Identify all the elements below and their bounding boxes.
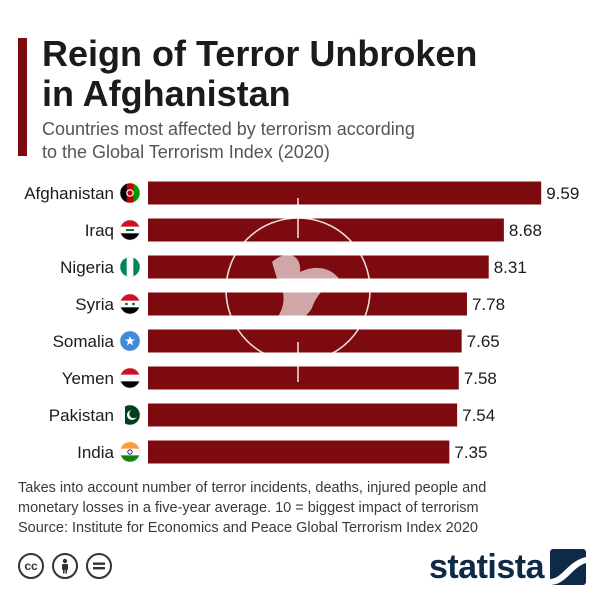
license-icons: cc — [18, 553, 112, 579]
no-derivatives-icon[interactable] — [86, 553, 112, 579]
bar — [148, 403, 458, 427]
title-accent-bar — [18, 38, 27, 156]
dove-crosshair-icon — [206, 198, 390, 382]
iraq-flag-icon — [119, 219, 141, 241]
footnote-line-1: Takes into account number of terror inci… — [18, 480, 487, 496]
value-label: 7.35 — [454, 443, 487, 462]
category-label: Syria — [75, 295, 114, 314]
subtitle-line-1: Countries most affected by terrorism acc… — [42, 119, 415, 139]
value-label: 8.68 — [509, 221, 542, 240]
yemen-flag-icon — [119, 367, 141, 389]
bar — [148, 218, 504, 242]
bar — [148, 329, 462, 353]
statista-logo[interactable]: statista — [429, 547, 586, 587]
nigeria-flag-icon — [119, 256, 141, 278]
somalia-flag-icon — [119, 330, 141, 352]
brand-name: statista — [428, 548, 545, 586]
category-label: Nigeria — [60, 258, 114, 277]
footnote: Takes into account number of terror inci… — [18, 478, 588, 538]
value-label: 7.78 — [472, 295, 505, 314]
category-label: Afghanistan — [24, 184, 114, 203]
value-label: 8.31 — [494, 258, 527, 277]
category-label: India — [77, 443, 114, 462]
cc-icon[interactable]: cc — [18, 553, 44, 579]
value-label: 7.65 — [467, 332, 500, 351]
source-text: Source: Institute for Economics and Peac… — [18, 520, 478, 536]
statista-mark-icon — [550, 549, 586, 585]
value-label: 7.58 — [464, 369, 497, 388]
category-label: Pakistan — [49, 406, 114, 425]
category-label: Somalia — [53, 332, 115, 351]
syria-flag-icon — [119, 293, 141, 315]
subtitle-line-2: to the Global Terrorism Index (2020) — [42, 142, 330, 162]
bar — [148, 181, 542, 205]
value-label: 7.54 — [462, 406, 495, 425]
bar — [148, 440, 450, 464]
subtitle: Countries most affected by terrorism acc… — [42, 118, 582, 164]
footnote-line-2: monetary losses in a five-year average. … — [18, 500, 479, 516]
page-title: Reign of Terror Unbroken in Afghanistan — [42, 34, 582, 114]
pakistan-flag-icon — [119, 404, 141, 426]
bar-chart: Afghanistan 9.59 Iraq 8.68 Nigeria 8.31 Syria 7… — [24, 181, 579, 464]
afghanistan-flag-icon — [119, 182, 141, 204]
category-label: Yemen — [62, 369, 114, 388]
bar — [148, 366, 459, 390]
value-label: 9.59 — [546, 184, 579, 203]
category-label: Iraq — [85, 221, 114, 240]
attribution-icon[interactable] — [52, 553, 78, 579]
bar — [148, 255, 489, 279]
title-line-2: in Afghanistan — [42, 73, 291, 114]
title-line-1: Reign of Terror Unbroken — [42, 33, 478, 74]
india-flag-icon — [119, 441, 141, 463]
